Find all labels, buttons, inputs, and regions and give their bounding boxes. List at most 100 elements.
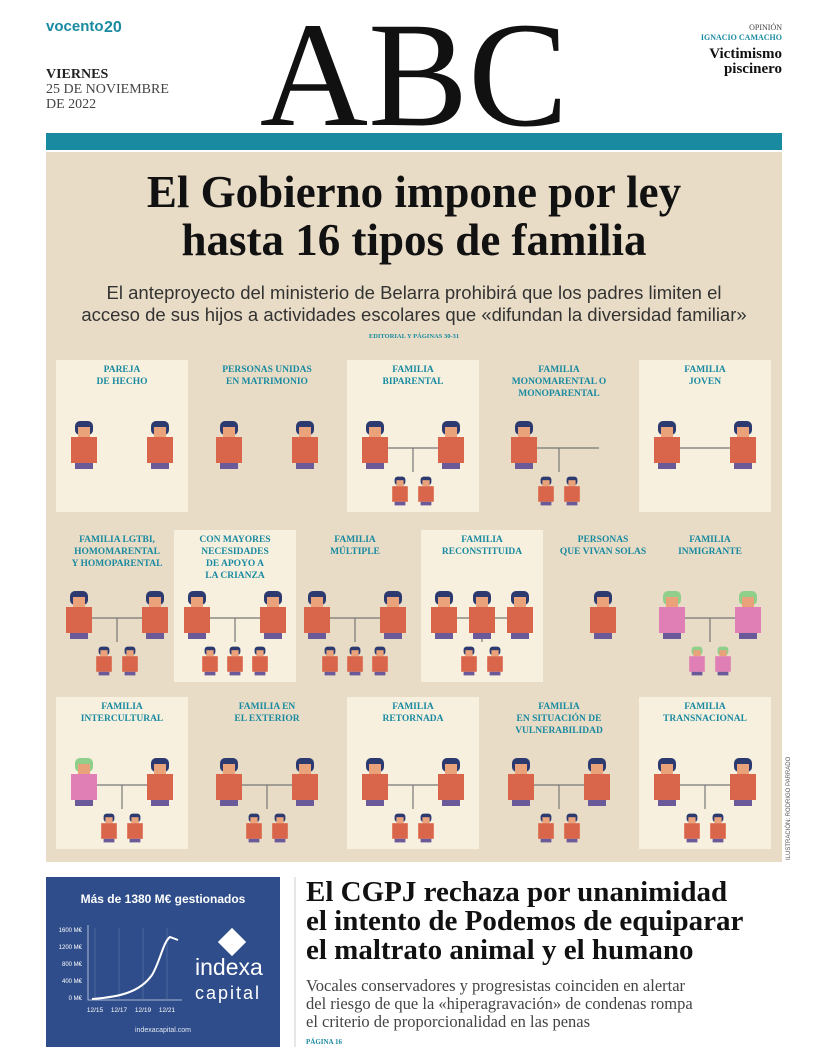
figure-face bbox=[276, 817, 284, 824]
lead-headline: hasta 16 tipos de familia bbox=[181, 215, 646, 265]
figure-face bbox=[191, 597, 203, 607]
figure-body bbox=[507, 607, 533, 633]
figure-body bbox=[127, 823, 143, 839]
figure-body bbox=[659, 607, 685, 633]
figure-face bbox=[445, 427, 457, 437]
figure-face bbox=[396, 480, 404, 487]
story-ref: PÁGINA 16 bbox=[306, 1038, 342, 1046]
figure-face bbox=[149, 597, 161, 607]
figure-body bbox=[362, 437, 388, 463]
family-label: DE HECHO bbox=[97, 377, 148, 387]
lead-deck: acceso de sus hijos a actividades escola… bbox=[81, 304, 746, 325]
figure-legs bbox=[489, 671, 501, 676]
figure-legs bbox=[566, 838, 578, 843]
figure-face bbox=[688, 817, 696, 824]
opinion-author: IGNACIO CAMACHO bbox=[701, 33, 782, 42]
family-label: QUE VIVAN SOLAS bbox=[560, 547, 646, 557]
figure-body bbox=[564, 486, 580, 502]
figure-face bbox=[465, 650, 473, 657]
figure-legs bbox=[220, 463, 238, 469]
opinion-title: Victimismo bbox=[709, 46, 782, 62]
figure-body bbox=[392, 486, 408, 502]
logo: ABC bbox=[260, 0, 568, 158]
figure-body bbox=[469, 607, 495, 633]
figure-legs bbox=[366, 800, 384, 806]
lead-ref: EDITORIAL Y PÁGINAS 30-31 bbox=[369, 332, 459, 340]
figure-legs bbox=[254, 671, 266, 676]
figure-legs bbox=[442, 463, 460, 469]
figure-legs bbox=[308, 633, 326, 639]
family-label: JOVEN bbox=[689, 377, 721, 387]
family-label: FAMILIA bbox=[689, 535, 731, 545]
figure-face bbox=[73, 597, 85, 607]
figure-face bbox=[597, 597, 609, 607]
ad-chart: 1600 M€ 1200 M€ 800 M€ 400 M€ 0 M€ 12/15 12/17… bbox=[59, 925, 247, 1014]
figure-body bbox=[715, 656, 731, 672]
figure-face bbox=[476, 597, 488, 607]
family-label: FAMILIA LGTBI, bbox=[79, 535, 155, 545]
figure-legs bbox=[151, 800, 169, 806]
figure-legs bbox=[463, 671, 475, 676]
figure-face bbox=[422, 480, 430, 487]
figure-body bbox=[184, 607, 210, 633]
figure-legs bbox=[435, 633, 453, 639]
figure-face bbox=[737, 764, 749, 774]
figure-body bbox=[322, 656, 338, 672]
story-deck: del riesgo de que la «hiperagravación» d… bbox=[306, 994, 693, 1013]
figure-body bbox=[584, 774, 610, 800]
figure-face bbox=[591, 764, 603, 774]
figure-body bbox=[252, 656, 268, 672]
figure-face bbox=[514, 597, 526, 607]
family-label: EN MATRIMONIO bbox=[226, 377, 308, 387]
story-headline: el maltrato animal y el humano bbox=[306, 934, 693, 966]
date-year: DE 2022 bbox=[46, 97, 96, 112]
figure-legs bbox=[566, 501, 578, 506]
family-label: FAMILIA bbox=[461, 535, 503, 545]
figure-body bbox=[260, 607, 286, 633]
ad-x-label: 12/21 bbox=[159, 1007, 176, 1014]
figure-body bbox=[654, 774, 680, 800]
figure-legs bbox=[658, 800, 676, 806]
figure-body bbox=[66, 607, 92, 633]
family-label: PERSONAS bbox=[578, 535, 629, 545]
figure-legs bbox=[473, 633, 491, 639]
ad-y-label: 1600 M€ bbox=[59, 928, 83, 934]
figure-legs bbox=[512, 800, 530, 806]
ad-axis bbox=[87, 925, 182, 1001]
family-label: FAMILIA bbox=[684, 702, 726, 712]
figure-face bbox=[369, 427, 381, 437]
figure-face bbox=[714, 817, 722, 824]
family-label: HOMOMARENTAL bbox=[74, 547, 160, 557]
figure-legs bbox=[734, 463, 752, 469]
figure-face bbox=[661, 427, 673, 437]
ad-brand: indexa bbox=[195, 954, 263, 980]
section-bar bbox=[46, 133, 782, 150]
figure-body bbox=[304, 607, 330, 633]
family-label: LA CRIANZA bbox=[205, 571, 265, 581]
figure-body bbox=[227, 656, 243, 672]
figure-face bbox=[78, 764, 90, 774]
figure-body bbox=[101, 823, 117, 839]
figure-legs bbox=[129, 838, 141, 843]
figure-body bbox=[96, 656, 112, 672]
family-label: BIPARENTAL bbox=[383, 377, 444, 387]
date-day: VIERNES bbox=[46, 67, 108, 82]
figure-face bbox=[78, 427, 90, 437]
figure-body bbox=[654, 437, 680, 463]
family-label: DE APOYO A bbox=[206, 559, 264, 569]
figure-face bbox=[693, 650, 701, 657]
figure-legs bbox=[146, 633, 164, 639]
story-headline: El CGPJ rechaza por unanimidad bbox=[306, 876, 727, 908]
figure-legs bbox=[588, 800, 606, 806]
figure-body bbox=[689, 656, 705, 672]
figure-face bbox=[396, 817, 404, 824]
figure-body bbox=[730, 774, 756, 800]
family-label: TRANSNACIONAL bbox=[663, 714, 747, 724]
figure-legs bbox=[75, 800, 93, 806]
figure-body bbox=[147, 774, 173, 800]
figure-face bbox=[351, 650, 359, 657]
family-label: VULNERABILIDAD bbox=[515, 726, 603, 736]
family-label: MONOMARENTAL O bbox=[512, 377, 607, 387]
family-label: FAMILIA bbox=[392, 365, 434, 375]
